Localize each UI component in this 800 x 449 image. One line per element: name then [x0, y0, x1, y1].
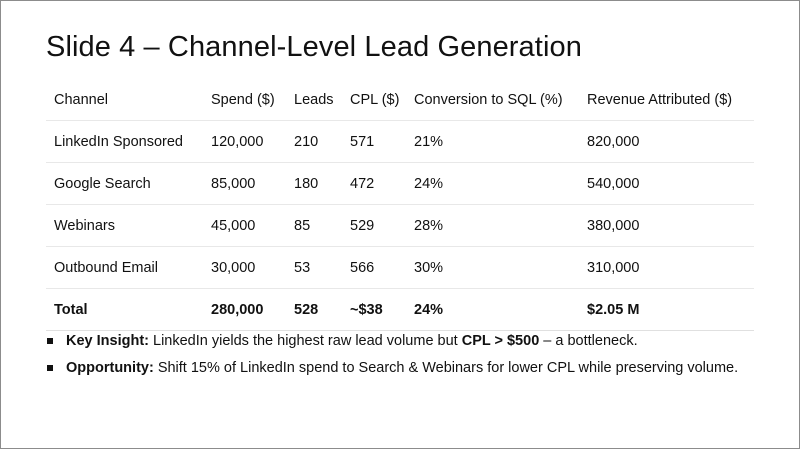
header-conversion: Conversion to SQL (%) — [406, 79, 579, 121]
cell-leads: 180 — [286, 162, 342, 205]
bullet-emphasis: CPL > $500 — [461, 333, 540, 349]
cell-conversion: 30% — [406, 246, 579, 289]
cell-channel: Outbound Email — [46, 246, 203, 289]
cell-spend: 85,000 — [203, 162, 286, 205]
bullet-text: – a bottleneck. — [539, 333, 638, 349]
cell-cpl: 529 — [342, 204, 406, 247]
cell-revenue: 380,000 — [579, 204, 754, 247]
cell-conversion: 24% — [406, 162, 579, 205]
bullet-label: Opportunity: — [66, 360, 154, 376]
table-total-row: Total 280,000 528 ~$38 24% $2.05 M — [46, 288, 754, 331]
cell-revenue: 820,000 — [579, 120, 754, 163]
bullet-key-insight: Key Insight: LinkedIn yields the highest… — [46, 331, 738, 358]
cell-spend: 120,000 — [203, 120, 286, 163]
cell-leads: 210 — [286, 120, 342, 163]
cell-revenue: 540,000 — [579, 162, 754, 205]
table-row: Google Search 85,000 180 472 24% 540,000 — [46, 162, 754, 205]
header-channel: Channel — [46, 79, 203, 121]
cell-conversion: 28% — [406, 204, 579, 247]
total-cpl: ~$38 — [342, 288, 406, 331]
cell-leads: 53 — [286, 246, 342, 289]
cell-channel: LinkedIn Sponsored — [46, 120, 203, 163]
insight-bullets: Key Insight: LinkedIn yields the highest… — [46, 331, 738, 385]
cell-spend: 45,000 — [203, 204, 286, 247]
table-header-row: Channel Spend ($) Leads CPL ($) Conversi… — [46, 79, 754, 121]
table-row: Webinars 45,000 85 529 28% 380,000 — [46, 204, 754, 247]
table-row: Outbound Email 30,000 53 566 30% 310,000 — [46, 246, 754, 289]
bullet-label: Key Insight: — [66, 333, 149, 349]
cell-leads: 85 — [286, 204, 342, 247]
bullet-opportunity: Opportunity: Shift 15% of LinkedIn spend… — [46, 358, 738, 385]
total-conversion: 24% — [406, 288, 579, 331]
header-spend: Spend ($) — [203, 79, 286, 121]
bullet-square-icon — [47, 338, 53, 344]
header-cpl: CPL ($) — [342, 79, 406, 121]
total-revenue: $2.05 M — [579, 288, 754, 331]
bullet-text: Shift 15% of LinkedIn spend to Search & … — [153, 360, 739, 376]
header-revenue: Revenue Attributed ($) — [579, 79, 754, 121]
cell-channel: Google Search — [46, 162, 203, 205]
cell-cpl: 571 — [342, 120, 406, 163]
bullet-text: LinkedIn yields the highest raw lead vol… — [148, 333, 462, 349]
cell-revenue: 310,000 — [579, 246, 754, 289]
total-spend: 280,000 — [203, 288, 286, 331]
cell-conversion: 21% — [406, 120, 579, 163]
header-leads: Leads — [286, 79, 342, 121]
cell-channel: Webinars — [46, 204, 203, 247]
total-leads: 528 — [286, 288, 342, 331]
cell-cpl: 566 — [342, 246, 406, 289]
cell-spend: 30,000 — [203, 246, 286, 289]
total-label: Total — [46, 288, 203, 331]
cell-cpl: 472 — [342, 162, 406, 205]
channel-table: Channel Spend ($) Leads CPL ($) Conversi… — [46, 79, 754, 331]
table-row: LinkedIn Sponsored 120,000 210 571 21% 8… — [46, 120, 754, 163]
slide-title: Slide 4 – Channel-Level Lead Generation — [46, 31, 582, 63]
bullet-square-icon — [47, 365, 53, 371]
